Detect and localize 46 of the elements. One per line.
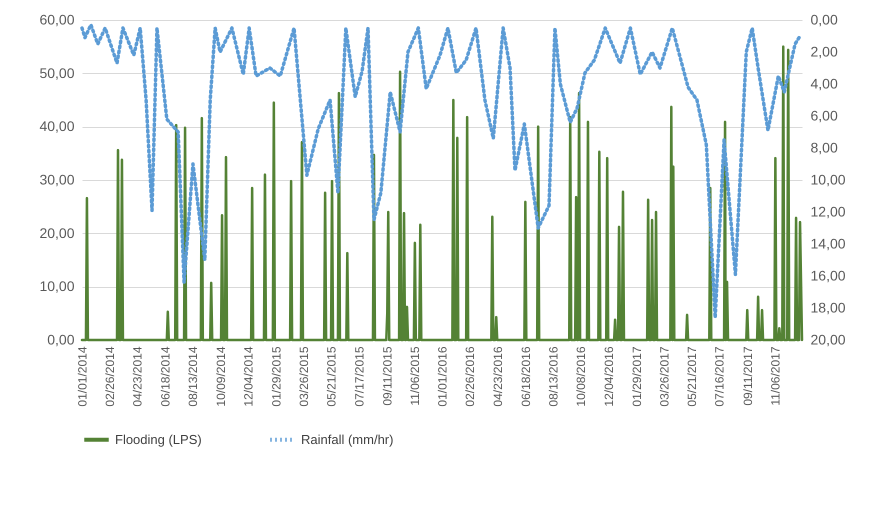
x-tick-label: 07/17/2015 xyxy=(352,346,367,407)
x-tick-label: 01/01/2014 xyxy=(76,346,90,407)
x-tick-label: 12/04/2014 xyxy=(242,346,256,407)
x-tick-label: 11/06/2015 xyxy=(408,346,422,406)
x-tick-label: 02/26/2014 xyxy=(103,346,118,407)
y-tick-label: 60,00 xyxy=(39,12,75,28)
legend-label: Flooding (LPS) xyxy=(115,432,202,447)
y2-tick-label: 14,00 xyxy=(810,236,846,252)
y2-tick-label: 12,00 xyxy=(810,204,846,220)
x-tick-label: 02/26/2016 xyxy=(463,346,478,407)
x-tick-label: 08/13/2014 xyxy=(186,346,200,407)
x-tick-label: 06/18/2016 xyxy=(518,346,533,407)
y2-tick-label: 0,00 xyxy=(810,12,838,28)
x-tick-label: 04/23/2014 xyxy=(130,346,145,407)
y2-tick-label: 20,00 xyxy=(810,332,846,348)
x-tick-label: 01/29/2017 xyxy=(630,346,644,407)
x-tick-label: 06/18/2014 xyxy=(158,346,172,407)
y-tick-label: 40,00 xyxy=(39,118,75,134)
y2-tick-label: 8,00 xyxy=(810,140,838,156)
x-tick-label: 09/11/2015 xyxy=(380,346,394,406)
y2-tick-label: 16,00 xyxy=(810,268,846,284)
x-tick-label: 08/13/2016 xyxy=(546,346,560,407)
x-tick-label: 07/16/2017 xyxy=(712,346,727,407)
x-tick-label: 03/26/2017 xyxy=(657,346,672,407)
y-tick-label: 20,00 xyxy=(39,224,75,241)
y-tick-label: 30,00 xyxy=(39,172,75,188)
y2-tick-label: 4,00 xyxy=(810,76,838,92)
x-tick-label: 03/26/2015 xyxy=(296,346,311,407)
x-tick-label: 09/11/2017 xyxy=(740,346,755,406)
y-tick-label: 10,00 xyxy=(39,278,75,294)
y2-tick-label: 6,00 xyxy=(810,108,838,124)
x-tick-label: 05/21/2015 xyxy=(324,346,339,407)
legend-label: Rainfall (mm/hr) xyxy=(301,432,394,447)
x-tick-label: 10/08/2016 xyxy=(574,346,588,407)
y2-tick-label: 18,00 xyxy=(810,300,846,316)
x-tick-label: 12/04/2016 xyxy=(602,346,616,407)
y2-tick-label: 2,00 xyxy=(810,44,838,60)
y2-tick-label: 10,00 xyxy=(810,172,846,188)
x-tick-label: 11/06/2017 xyxy=(768,346,782,406)
y-tick-label: 50,00 xyxy=(39,64,75,81)
x-tick-label: 01/29/2015 xyxy=(269,346,284,407)
x-tick-label: 01/01/2016 xyxy=(436,346,450,407)
x-tick-label: 05/21/2017 xyxy=(685,346,700,407)
x-tick-label: 10/09/2014 xyxy=(214,346,228,407)
x-tick-label: 04/23/2016 xyxy=(491,346,506,407)
y-tick-label: 0,00 xyxy=(47,332,75,348)
